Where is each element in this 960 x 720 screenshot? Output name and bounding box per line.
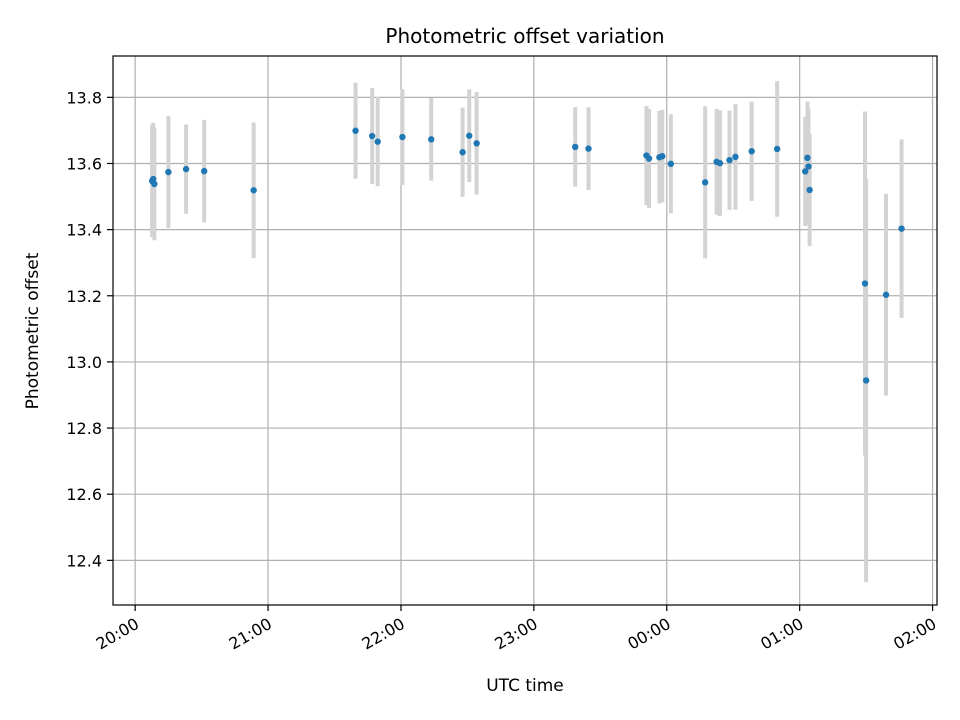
data-point [732,153,739,161]
data-point [862,377,870,384]
data-point [459,149,466,156]
data-point [352,127,359,134]
data-point [399,133,406,141]
chart-title: Photometric offset variation [385,24,664,48]
y-tick-label: 12.6 [66,485,102,504]
data-point [882,291,890,298]
plot-area [113,56,937,605]
data-point [805,163,812,170]
data-point [726,156,733,164]
data-point [374,138,381,145]
data-point [572,143,579,151]
x-axis-label: UTC time [486,676,564,696]
data-point [151,180,158,188]
data-point [716,159,724,167]
data-point [773,145,781,153]
y-axis-ticks: 12.4 12.6 12.8 13.0 13.2 13.4 13.6 13.8 [66,88,113,570]
data-point [585,145,592,152]
y-tick-label: 13.6 [66,154,102,173]
data-point [200,167,208,175]
data-point [368,132,376,140]
data-points [148,127,905,384]
data-point [473,140,480,147]
data-point [659,153,666,160]
data-point [802,168,809,175]
y-tick-label: 13.0 [66,353,102,372]
y-tick-label: 13.4 [66,221,102,240]
data-point [701,179,709,186]
data-point [748,148,755,155]
data-point [806,186,813,194]
plot-frame [112,55,938,606]
y-tick-label: 13.8 [66,88,102,107]
y-tick-label: 12.4 [66,551,102,570]
y-tick-label: 12.8 [66,419,102,438]
data-point [250,187,257,194]
data-point [428,136,435,143]
y-axis-label: Photometric offset [23,252,43,409]
data-point [150,175,157,183]
data-point [804,154,811,162]
data-point [466,132,473,139]
data-point [861,280,869,287]
data-point [165,168,172,176]
data-point [667,160,675,168]
data-point [182,165,190,173]
y-tick-label: 13.2 [66,287,102,306]
data-point [645,155,653,162]
data-point [898,225,905,232]
